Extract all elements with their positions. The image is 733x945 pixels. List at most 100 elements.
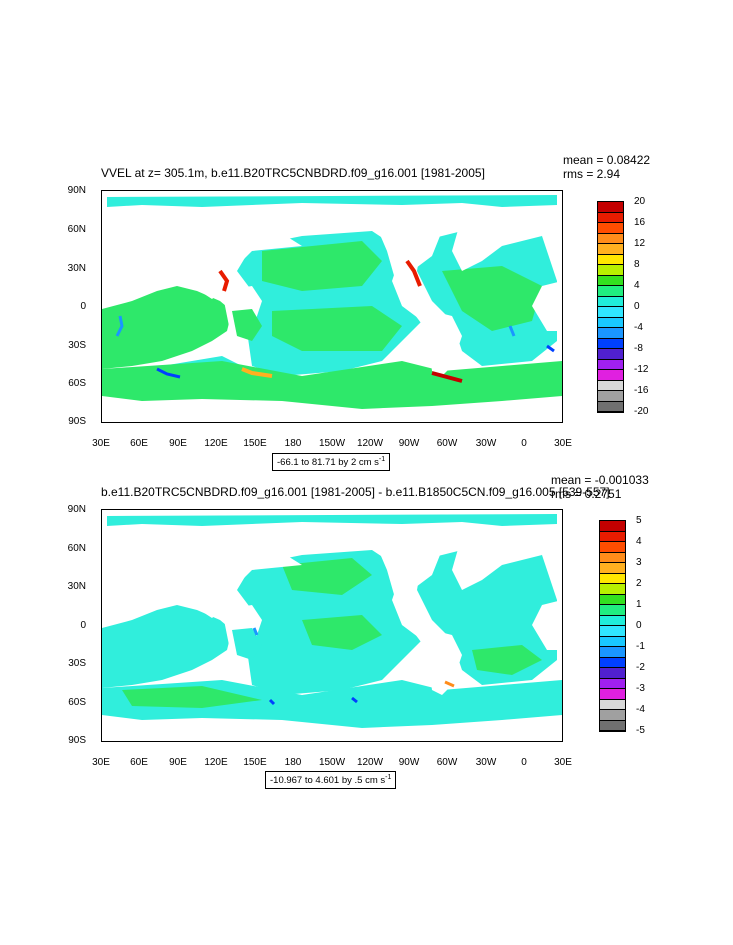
colorbar-swatch xyxy=(600,605,625,616)
panel2-legend-label: 0 xyxy=(636,620,642,631)
panel1-lon-90e: 90E xyxy=(169,438,187,449)
panel1-map xyxy=(102,191,562,422)
panel2-lon-150e: 150E xyxy=(243,757,267,768)
panel2-legend-label: -5 xyxy=(636,725,645,736)
panel2-rms: rms = 0.2751 xyxy=(551,487,622,501)
panel1-lon-30e-right: 30E xyxy=(554,438,572,449)
colorbar-swatch xyxy=(598,317,623,328)
panel1-lat-0: 0 xyxy=(80,301,86,312)
panel2-lon-30w: 30W xyxy=(475,757,497,768)
panel1-lon-60e: 60E xyxy=(130,438,148,449)
colorbar-swatch xyxy=(600,552,625,563)
panel1-colorbar-swatches xyxy=(598,202,623,412)
colorbar-swatch xyxy=(598,370,623,381)
colorbar-swatch xyxy=(598,338,623,349)
panel1-lon-0: 0 xyxy=(521,438,527,449)
colorbar-swatch xyxy=(600,699,625,710)
panel2-legend-label: 2 xyxy=(636,578,642,589)
panel1-colorbar xyxy=(597,201,624,413)
panel2-lon-120w: 120W xyxy=(356,757,384,768)
colorbar-swatch xyxy=(598,254,623,265)
panel2-legend-label: -3 xyxy=(636,683,645,694)
panel1-legend-label: 0 xyxy=(634,301,640,312)
panel2-lon-30e-right: 30E xyxy=(554,757,572,768)
panel2-lat-60n: 60N xyxy=(67,543,86,554)
panel1-lat-30s: 30S xyxy=(68,340,86,351)
panel1-lon-180: 180 xyxy=(284,438,302,449)
colorbar-swatch xyxy=(598,233,623,244)
panel2-lon-30e: 30E xyxy=(92,757,110,768)
panel2-lon-60e: 60E xyxy=(130,757,148,768)
panel2-legend-label: 1 xyxy=(636,599,642,610)
panel1-lon-120e: 120E xyxy=(204,438,228,449)
panel1-lat-60s: 60S xyxy=(68,378,86,389)
colorbar-swatch xyxy=(600,636,625,647)
panel2-lon-180: 180 xyxy=(284,757,302,768)
panel2-legend-label: -2 xyxy=(636,662,645,673)
panel1-range-sup: -1 xyxy=(378,456,386,463)
colorbar-swatch xyxy=(598,380,623,391)
panel2-lon-60w: 60W xyxy=(436,757,458,768)
panel2-colorbar-swatches xyxy=(600,521,625,731)
panel1-lat-90s: 90S xyxy=(68,416,86,427)
panel1-legend-label: 12 xyxy=(634,238,646,249)
panel1-legend-label: -16 xyxy=(634,385,649,396)
panel2-title: b.e11.B20TRC5CNBDRD.f09_g16.001 [1981-20… xyxy=(101,485,610,499)
colorbar-swatch xyxy=(600,678,625,689)
panel1-mean: mean = 0.08422 xyxy=(563,153,651,167)
colorbar-swatch xyxy=(600,668,625,679)
panel2-lat-0: 0 xyxy=(80,620,86,631)
colorbar-swatch xyxy=(600,615,625,626)
panel1-legend-label: 4 xyxy=(634,280,640,291)
panel1-lon-30w: 30W xyxy=(475,438,497,449)
panel2-contour-range: -10.967 to 4.601 by .5 cm s-1 xyxy=(265,771,397,790)
panel1-lon-90w: 90W xyxy=(398,438,420,449)
panel2-range-sup: -1 xyxy=(385,774,392,781)
colorbar-swatch xyxy=(598,286,623,297)
panel2-legend-label: 4 xyxy=(636,536,642,547)
colorbar-swatch xyxy=(598,359,623,370)
panel2-lon-90e: 90E xyxy=(169,757,187,768)
panel1-map-frame xyxy=(101,190,563,423)
colorbar-swatch xyxy=(598,307,623,318)
panel1-legend-label: -12 xyxy=(634,364,649,375)
colorbar-swatch xyxy=(600,542,625,553)
panel1-legend-label: 8 xyxy=(634,259,640,270)
panel1-legend-label: -4 xyxy=(634,322,643,333)
panel2-lat-30s: 30S xyxy=(68,658,86,669)
panel1-lat-90n: 90N xyxy=(67,185,86,196)
panel1-legend-label: 16 xyxy=(634,217,646,228)
colorbar-swatch xyxy=(600,521,625,532)
panel2-lat-30n: 30N xyxy=(67,581,86,592)
colorbar-swatch xyxy=(600,594,625,605)
colorbar-swatch xyxy=(600,720,625,731)
colorbar-swatch xyxy=(600,657,625,668)
panel2-legend-label: 3 xyxy=(636,557,642,568)
panel2-lon-120e: 120E xyxy=(204,757,228,768)
colorbar-swatch xyxy=(598,223,623,234)
panel1-lat-30n: 30N xyxy=(67,263,86,274)
colorbar-swatch xyxy=(598,401,623,412)
panel1-title: VVEL at z= 305.1m, b.e11.B20TRC5CNBDRD.f… xyxy=(101,166,485,180)
colorbar-swatch xyxy=(598,244,623,255)
panel2-lat-90s: 90S xyxy=(68,735,86,746)
panel2-lon-90w: 90W xyxy=(398,757,420,768)
colorbar-swatch xyxy=(600,647,625,658)
panel1-lon-30e: 30E xyxy=(92,438,110,449)
panel2-lat-60s: 60S xyxy=(68,697,86,708)
colorbar-swatch xyxy=(598,212,623,223)
colorbar-swatch xyxy=(598,275,623,286)
colorbar-swatch xyxy=(600,710,625,721)
colorbar-swatch xyxy=(600,584,625,595)
colorbar-swatch xyxy=(600,689,625,700)
panel1-lon-60w: 60W xyxy=(436,438,458,449)
panel1-lon-150w: 150W xyxy=(318,438,346,449)
panel1-legend-label: -20 xyxy=(634,406,649,417)
panel2-lon-0: 0 xyxy=(521,757,527,768)
panel2-range-text: -10.967 to 4.601 by .5 cm s xyxy=(270,775,386,787)
panel2-map xyxy=(102,510,562,741)
panel2-mean: mean = -0.001033 xyxy=(551,473,649,487)
colorbar-swatch xyxy=(598,391,623,402)
colorbar-swatch xyxy=(598,349,623,360)
panel2-colorbar xyxy=(599,520,626,732)
